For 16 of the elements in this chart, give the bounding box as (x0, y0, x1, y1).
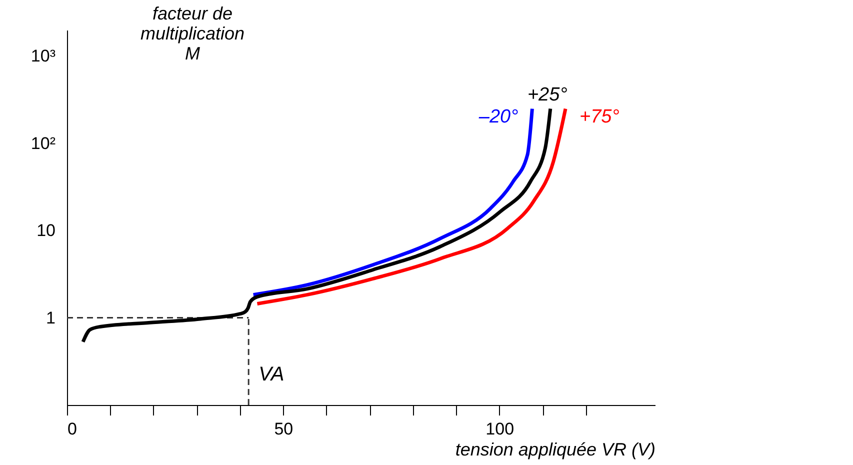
series-label: +75° (580, 106, 620, 128)
x-tick-label: 50 (274, 420, 294, 438)
series-label: +25° (527, 84, 568, 106)
y-axis-title: facteur de multiplication M (140, 4, 245, 64)
line-series (255, 106, 568, 306)
ref-line-label: VA (258, 363, 284, 386)
line-series (252, 106, 534, 296)
x-tick-label: 100 (486, 420, 514, 438)
series-label: –20° (478, 106, 519, 128)
line-series (81, 106, 552, 344)
y-tick-label: 10 (36, 221, 56, 240)
x-tick-label: 0 (68, 420, 77, 438)
y-tick-label: 10² (30, 134, 56, 153)
y-tick-label: 10³ (30, 46, 56, 66)
y-tick-label: 1 (46, 308, 56, 328)
x-axis-title: tension appliquée VR (V) (455, 440, 656, 460)
